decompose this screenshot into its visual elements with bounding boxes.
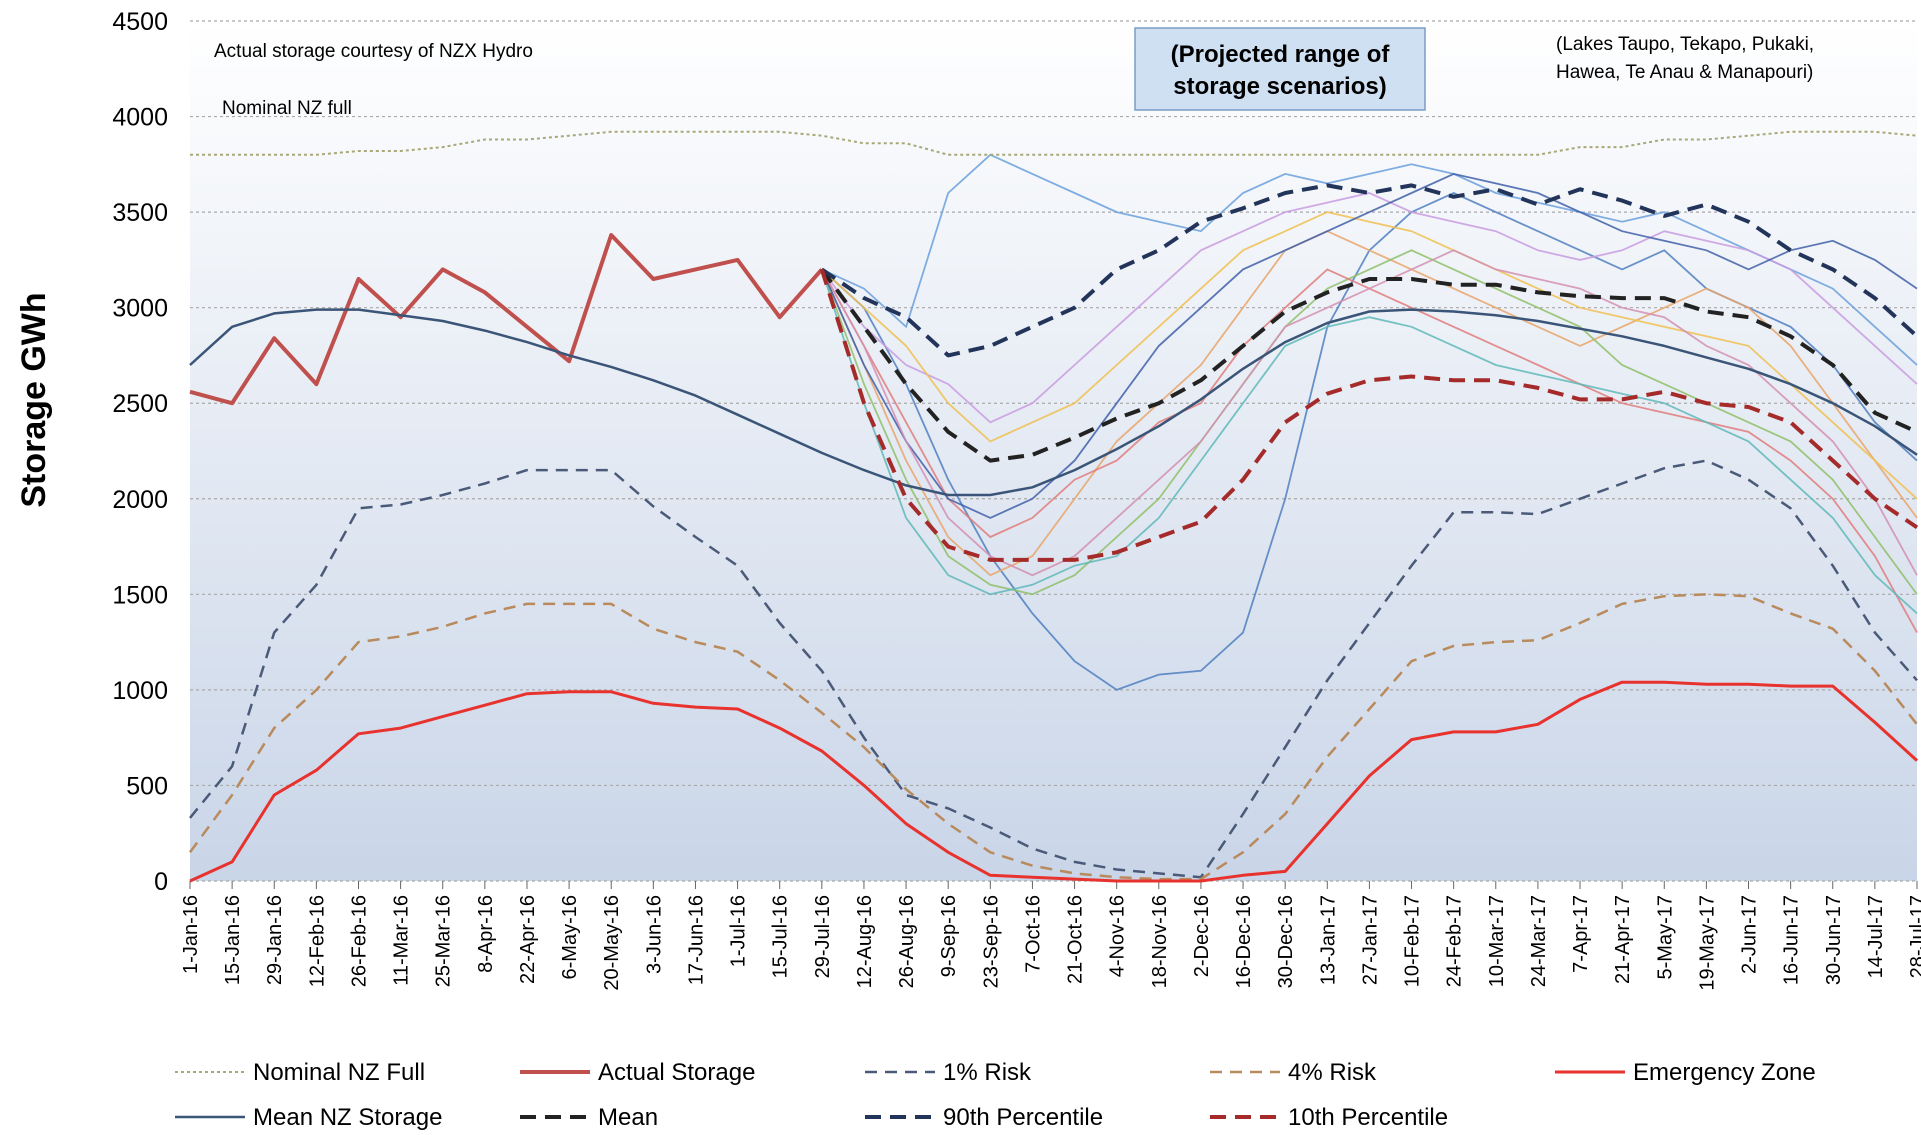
x-tick-label: 15-Jan-16 [222,895,244,985]
x-tick-label: 9-Sep-16 [938,895,960,977]
legend-label: Nominal NZ Full [253,1059,425,1086]
x-tick-label: 28-Jul-17 [1907,895,1921,978]
y-tick-label: 0 [154,868,168,896]
annotation: (Projected range of [1171,41,1391,68]
x-tick-label: 13-Jan-17 [1317,895,1339,985]
x-tick-label: 10-Feb-17 [1402,895,1424,987]
x-tick-label: 21-Oct-16 [1065,895,1087,984]
plot-area [190,21,1917,881]
x-tick-label: 18-Nov-16 [1149,895,1171,988]
scenario-line [820,230,1918,577]
x-tick-label: 12-Feb-16 [306,895,328,987]
annotation: (Lakes Taupo, Tekapo, Pukaki, [1556,34,1814,55]
x-tick-label: 26-Aug-16 [896,895,918,988]
x-tick-label: 30-Dec-16 [1275,895,1297,988]
series-line [819,268,1919,562]
series-line [189,308,1918,497]
x-tick-label: 27-Jan-17 [1359,895,1381,985]
x-tick-label: 20-May-16 [601,895,623,991]
x-tick-label: 2-Jun-17 [1739,895,1761,974]
scenario-line [821,249,1918,577]
scenario-line [821,192,1918,424]
scenario-line [821,211,1918,500]
legend-label: Mean [598,1104,658,1130]
x-tick-label: 17-Jun-16 [685,895,707,985]
x-tick-label: 30-Jun-17 [1823,895,1845,985]
scenario-line [820,172,1918,519]
legend-label: Mean NZ Storage [253,1104,442,1130]
x-tick-label: 29-Jan-16 [264,895,286,985]
annotation: Hawea, Te Anau & Manapouri) [1556,62,1813,83]
x-tick-label: 6-May-16 [559,895,581,979]
annotation-box [1134,27,1426,111]
x-tick-label: 4-Nov-16 [1107,895,1129,977]
scenario-line [820,269,1918,615]
x-tick-label: 16-Dec-16 [1233,895,1255,988]
x-tick-label: 23-Sep-16 [980,895,1002,988]
scenario-line [820,249,1918,596]
y-tick-label: 4000 [112,104,168,132]
x-tick-label: 16-Jun-17 [1781,895,1803,985]
x-tick-label: 15-Jul-16 [770,895,792,978]
x-tick-label: 10-Mar-17 [1486,895,1508,987]
x-tick-label: 3-Jun-16 [643,895,665,974]
x-tick-label: 24-Feb-17 [1444,895,1466,987]
x-tick-label: 24-Mar-17 [1528,895,1550,987]
scenario-line [821,153,1918,366]
y-tick-label: 2000 [112,486,168,514]
x-tick-label: 19-May-17 [1696,895,1718,991]
y-tick-label: 3000 [112,295,168,323]
annotation: Nominal NZ full [222,98,352,119]
legend-label: 10th Percentile [1288,1104,1448,1130]
x-tick-label: 14-Jul-17 [1865,895,1887,978]
series-line [189,233,824,406]
x-tick-label: 22-Apr-16 [517,895,539,984]
x-tick-label: 8-Apr-16 [475,895,497,973]
y-tick-label: 500 [126,772,168,800]
y-tick-label: 1000 [112,677,168,705]
annotation: Actual storage courtesy of NZX Hydro [214,41,533,62]
x-tick-label: 12-Aug-16 [854,895,876,988]
series-line [820,183,1919,358]
x-tick-label: 1-Jul-16 [728,895,750,967]
y-tick-label: 4500 [112,8,168,36]
series-line [189,680,1919,883]
x-tick-label: 1-Jan-16 [180,895,202,974]
legend-label: 90th Percentile [943,1104,1103,1130]
annotation: storage scenarios) [1173,73,1386,100]
x-tick-label: 2-Dec-16 [1191,895,1213,977]
x-tick-label: 25-Mar-16 [433,895,455,987]
series-line [190,130,1918,156]
y-tick-label: 1500 [112,581,168,609]
legend-label: 1% Risk [943,1059,1032,1086]
series-line [820,268,1918,463]
x-tick-label: 29-Jul-16 [812,895,834,978]
y-axis-title: Storage GWh [15,292,53,507]
legend-label: Emergency Zone [1633,1059,1816,1086]
x-tick-label: 21-Apr-17 [1612,895,1634,984]
legend-label: 4% Risk [1288,1059,1377,1086]
legend-label: Actual Storage [598,1059,755,1086]
x-tick-label: 11-Mar-16 [391,895,413,986]
x-tick-label: 7-Oct-16 [1022,895,1044,973]
y-tick-label: 2500 [112,390,168,418]
x-tick-label: 5-May-17 [1654,895,1676,979]
y-tick-label: 3500 [112,199,168,227]
x-tick-label: 26-Feb-16 [348,895,370,987]
x-tick-label: 7-Apr-17 [1570,895,1592,973]
